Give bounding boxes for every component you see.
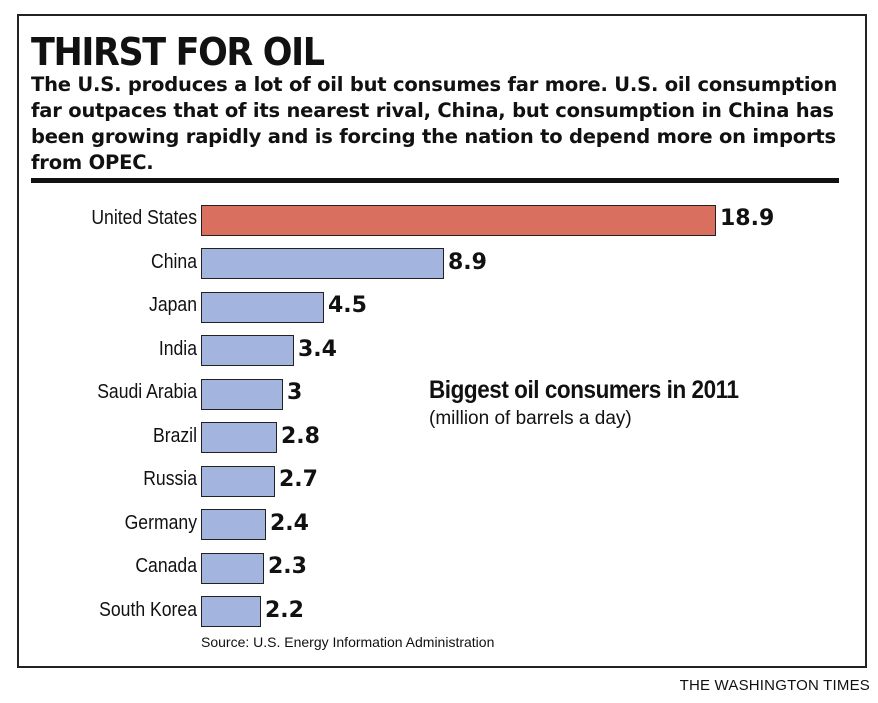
- value-label-china: 8.9: [448, 249, 487, 275]
- value-label-united-states: 18.9: [720, 206, 775, 231]
- bar-canada: [201, 552, 264, 584]
- value-label-brazil: 2.8: [281, 423, 320, 449]
- description-text: The U.S. produces a lot of oil but consu…: [31, 73, 838, 174]
- bar-united-states: [201, 204, 716, 236]
- category-label-canada: Canada: [135, 555, 197, 577]
- value-label-canada: 2.3: [268, 554, 307, 579]
- value-label-japan: 4.5: [328, 293, 367, 318]
- value-label-germany: 2.4: [270, 510, 309, 536]
- chart-unit-label: (million of barrels a day): [429, 408, 632, 429]
- bar-japan: [201, 291, 324, 323]
- value-label-russia: 2.7: [279, 467, 318, 492]
- category-label-germany: Germany: [124, 511, 197, 534]
- chart-title: Biggest oil consumers in 2011: [429, 376, 739, 404]
- divider-rule: [31, 178, 839, 183]
- bar-india: [201, 335, 294, 366]
- bar-saudi-arabia: [201, 378, 283, 410]
- page-title: THIRST FOR OIL: [31, 30, 325, 74]
- bar-brazil: [201, 422, 277, 453]
- category-label-brazil: Brazil: [152, 424, 197, 447]
- category-label-russia: Russia: [143, 468, 197, 490]
- category-label-south-korea: South Korea: [99, 598, 197, 621]
- category-label-china: China: [151, 250, 197, 273]
- category-label-japan: Japan: [149, 294, 197, 316]
- publisher-credit: THE WASHINGTON TIMES: [679, 677, 870, 694]
- bar-south-korea: [201, 596, 261, 627]
- category-label-united-states: United States: [91, 207, 197, 229]
- bar-germany: [201, 509, 266, 540]
- value-label-india: 3.4: [298, 336, 337, 362]
- infographic-frame: THIRST FOR OIL The U.S. produces a lot o…: [17, 14, 867, 668]
- source-note: Source: U.S. Energy Information Administ…: [201, 634, 495, 650]
- category-label-saudi-arabia: Saudi Arabia: [97, 381, 197, 403]
- bar-china: [201, 248, 444, 279]
- bar-russia: [201, 465, 275, 497]
- category-label-india: India: [158, 337, 197, 360]
- value-label-saudi-arabia: 3: [287, 380, 303, 405]
- value-label-south-korea: 2.2: [265, 597, 304, 623]
